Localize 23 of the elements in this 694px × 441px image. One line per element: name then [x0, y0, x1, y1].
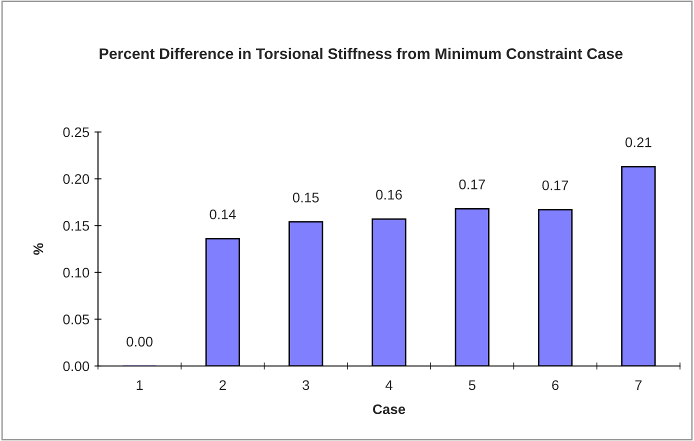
- x-tick-label: 1: [136, 380, 143, 390]
- y-tick-label: 0.20: [63, 174, 90, 184]
- data-label: 0.00: [126, 336, 153, 347]
- y-axis-title: %: [33, 243, 44, 255]
- chart-title: Percent Difference in Torsional Stiffness from Minimum Constraint Case: [100, 48, 623, 60]
- data-label: 0.15: [292, 192, 319, 202]
- x-tick-label: 6: [552, 380, 559, 390]
- y-tick-label: 0.00: [63, 361, 90, 372]
- x-axis-title: Case: [372, 404, 406, 414]
- data-label: 0.14: [210, 209, 236, 220]
- y-tick-label: 0.25: [63, 127, 90, 138]
- x-tick-label: 5: [468, 380, 476, 390]
- y-tick-label: 0.10: [63, 268, 90, 278]
- data-label: 0.21: [625, 137, 652, 148]
- data-label: 0.16: [376, 190, 402, 200]
- data-label: 0.17: [542, 180, 568, 190]
- x-tick-label: 3: [302, 380, 310, 390]
- x-tick-label: 2: [220, 380, 226, 390]
- y-tick-label: 0.05: [63, 314, 90, 324]
- x-tick-label: 4: [385, 380, 392, 390]
- data-label: 0.17: [459, 180, 485, 190]
- x-tick-label: 7: [635, 380, 642, 390]
- y-tick-label: 0.15: [63, 220, 90, 231]
